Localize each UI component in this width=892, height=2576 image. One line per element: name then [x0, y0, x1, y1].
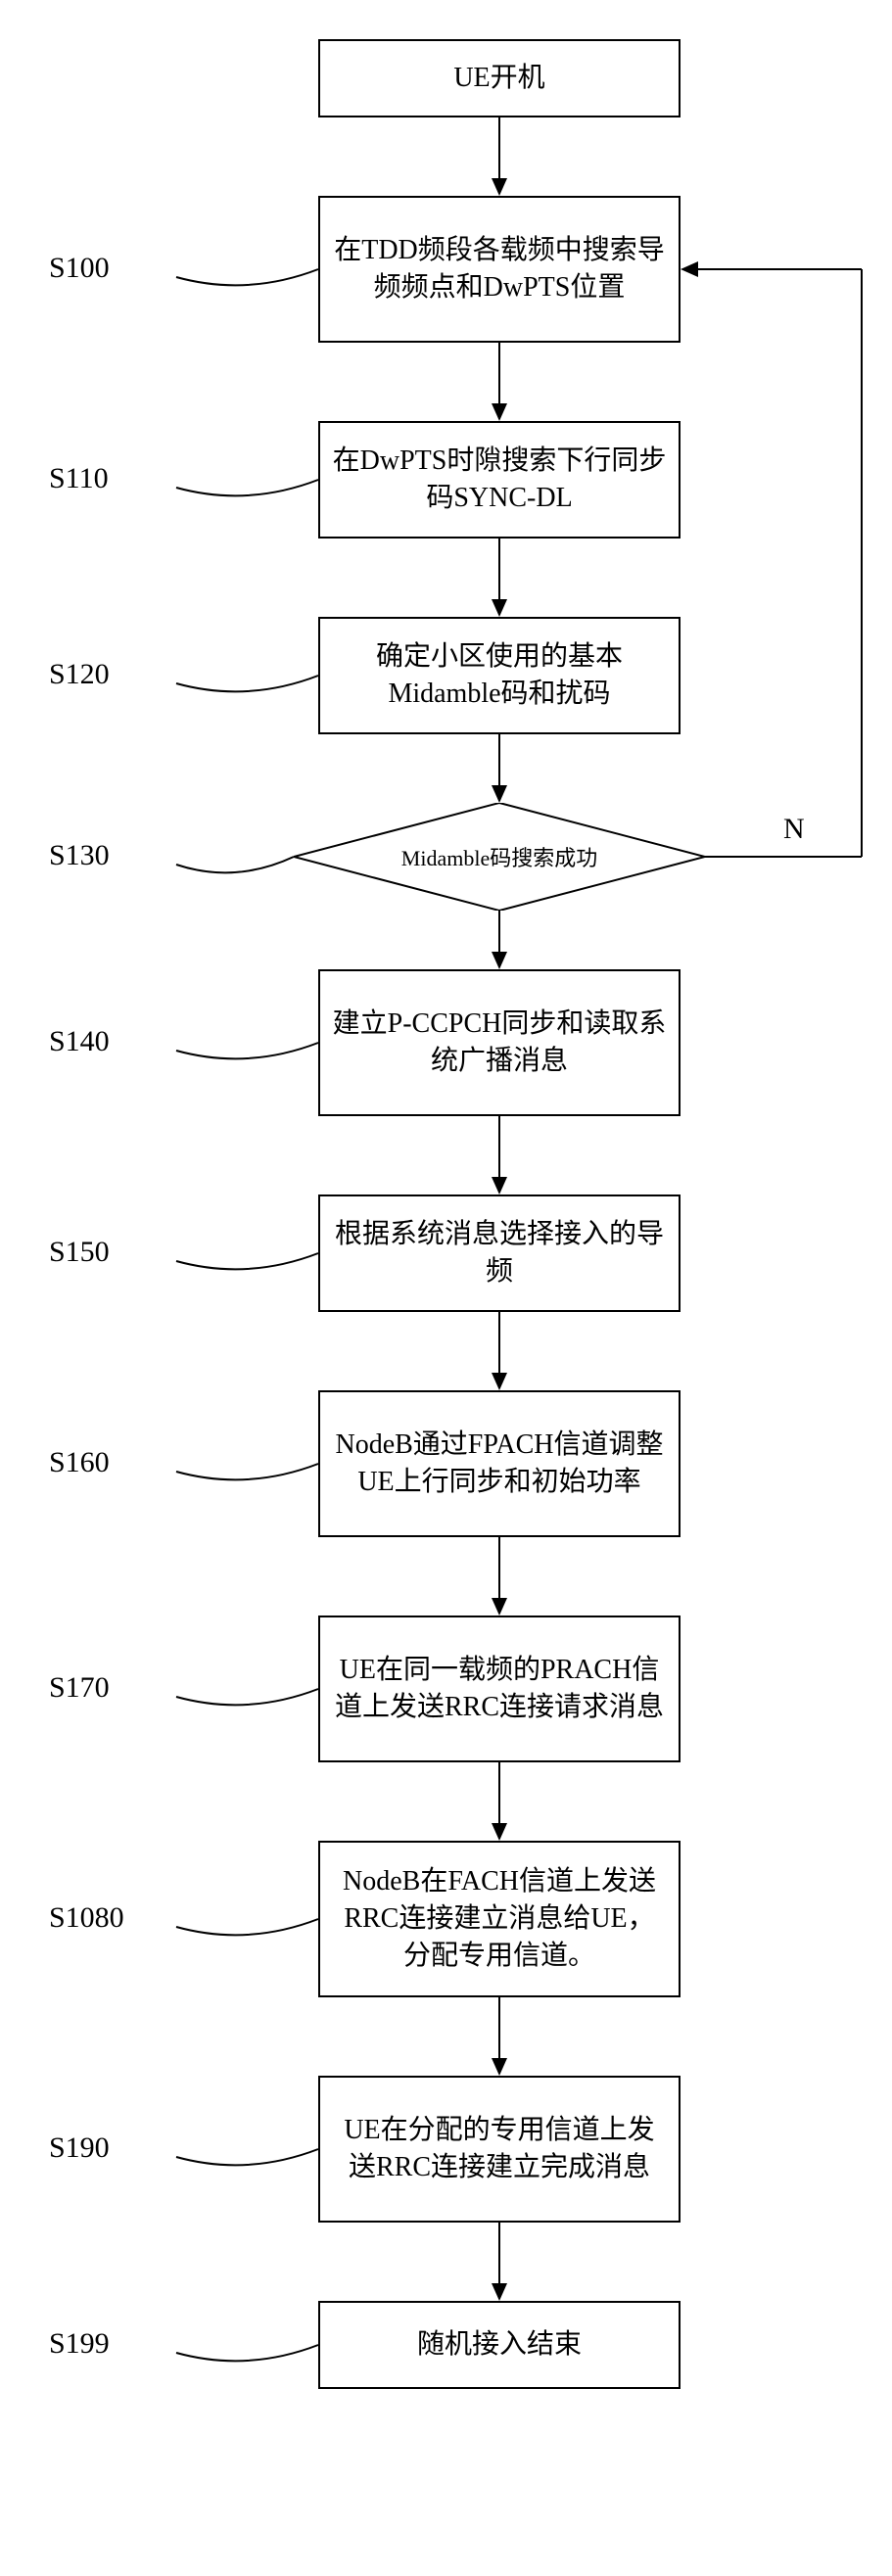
step-label-text: S160 [49, 1446, 110, 1478]
step-label-text: S199 [49, 2327, 110, 2360]
flow-box-text: 确定小区使用的基本Midamble码和扰码 [332, 638, 667, 713]
step-label-n5: S140 [49, 1025, 110, 1058]
edge-label-no-text: N [783, 813, 805, 845]
step-label-n6: S150 [49, 1236, 110, 1269]
flow-box-n1: 在TDD频段各载频中搜索导频频点和DwPTS位置 [318, 196, 681, 343]
step-label-n11: S199 [49, 2327, 110, 2361]
flow-box-n7: NodeB通过FPACH信道调整UE上行同步和初始功率 [318, 1390, 681, 1537]
step-label-n7: S160 [49, 1446, 110, 1479]
flow-box-n0: UE开机 [318, 39, 681, 117]
step-label-n4: S130 [49, 839, 110, 872]
step-label-text: S170 [49, 1671, 110, 1704]
flow-box-text: UE在同一载频的PRACH信道上发送RRC连接请求消息 [332, 1652, 667, 1726]
step-label-n9: S1080 [49, 1901, 124, 1935]
step-label-n1: S100 [49, 252, 110, 285]
flow-box-n9: NodeB在FACH信道上发送RRC连接建立消息给UE，分配专用信道。 [318, 1841, 681, 1997]
step-label-text: S100 [49, 252, 110, 284]
flow-box-n8: UE在同一载频的PRACH信道上发送RRC连接请求消息 [318, 1616, 681, 1762]
flow-box-n2: 在DwPTS时隙搜索下行同步码SYNC-DL [318, 421, 681, 539]
flow-box-n3: 确定小区使用的基本Midamble码和扰码 [318, 617, 681, 734]
flow-box-n10: UE在分配的专用信道上发送RRC连接建立完成消息 [318, 2076, 681, 2223]
flow-box-text: NodeB通过FPACH信道调整UE上行同步和初始功率 [332, 1427, 667, 1501]
flow-box-text: 建立P-CCPCH同步和读取系统广播消息 [332, 1006, 667, 1080]
flow-decision-n4: Midamble码搜索成功 [294, 803, 705, 911]
flow-box-text: UE开机 [453, 60, 544, 97]
flow-box-text: UE在分配的专用信道上发送RRC连接建立完成消息 [332, 2112, 667, 2186]
edge-label-no: N [783, 813, 805, 846]
step-label-n8: S170 [49, 1671, 110, 1705]
flowchart-canvas: UE开机在TDD频段各载频中搜索导频频点和DwPTS位置 S100 在DwPTS时隙… [10, 20, 892, 2556]
flow-box-n5: 建立P-CCPCH同步和读取系统广播消息 [318, 969, 681, 1116]
step-label-text: S120 [49, 658, 110, 690]
flow-decision-text: Midamble码搜索成功 [401, 841, 597, 872]
step-label-n2: S110 [49, 462, 109, 495]
step-label-text: S1080 [49, 1901, 124, 1934]
step-label-text: S140 [49, 1025, 110, 1057]
step-label-text: S150 [49, 1236, 110, 1268]
step-label-n3: S120 [49, 658, 110, 691]
step-label-text: S130 [49, 839, 110, 871]
step-label-text: S190 [49, 2131, 110, 2164]
flow-box-text: 根据系统消息选择接入的导频 [332, 1216, 667, 1290]
flow-box-text: 在DwPTS时隙搜索下行同步码SYNC-DL [332, 443, 667, 517]
flow-box-n11: 随机接入结束 [318, 2301, 681, 2389]
flow-box-text: 随机接入结束 [417, 2326, 582, 2364]
step-label-text: S110 [49, 462, 109, 494]
flow-box-n6: 根据系统消息选择接入的导频 [318, 1194, 681, 1312]
flow-box-text: 在TDD频段各载频中搜索导频频点和DwPTS位置 [332, 232, 667, 306]
step-label-n10: S190 [49, 2131, 110, 2165]
flow-box-text: NodeB在FACH信道上发送RRC连接建立消息给UE，分配专用信道。 [332, 1863, 667, 1974]
